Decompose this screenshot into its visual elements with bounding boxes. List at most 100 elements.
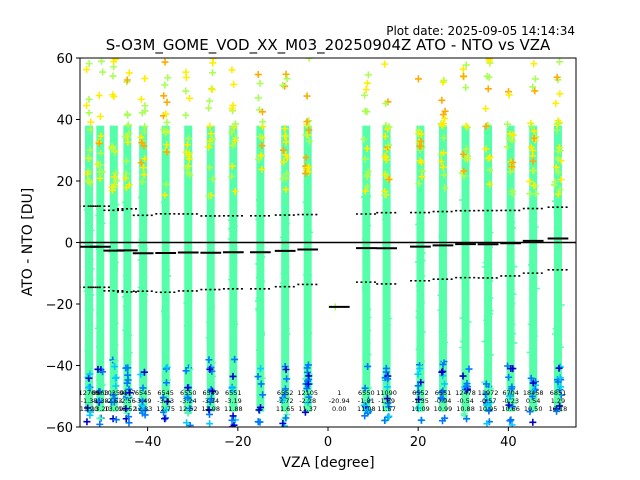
data-point xyxy=(556,374,564,382)
bin-annotation-text: -0.54 xyxy=(457,397,474,405)
data-point xyxy=(112,176,120,184)
data-point xyxy=(86,146,94,154)
data-point xyxy=(228,66,236,74)
data-point xyxy=(483,316,491,324)
data-point xyxy=(85,374,93,382)
data-point xyxy=(228,128,236,136)
bin-annotation-text: -1.89 xyxy=(378,397,395,405)
bin-annotation-text: 12478 xyxy=(455,389,476,397)
data-point xyxy=(110,267,118,275)
bin-annotation-text: 13.20 xyxy=(80,405,99,413)
data-point xyxy=(162,242,170,250)
data-point xyxy=(255,346,263,354)
data-point xyxy=(506,168,514,176)
data-point xyxy=(257,151,265,159)
data-point xyxy=(554,190,562,198)
data-point xyxy=(254,71,262,79)
data-point xyxy=(415,220,423,228)
data-point xyxy=(282,256,290,264)
data-point xyxy=(438,354,446,362)
data-point xyxy=(209,69,217,77)
data-point xyxy=(96,414,104,422)
data-point xyxy=(83,66,91,74)
data-point xyxy=(363,144,371,152)
data-point xyxy=(125,413,133,421)
bin-annotation-text: 11.88 xyxy=(224,405,243,413)
data-point xyxy=(361,107,369,115)
data-point xyxy=(161,307,169,315)
data-point xyxy=(418,173,426,181)
data-point xyxy=(126,389,134,397)
data-point xyxy=(282,403,290,411)
data-point xyxy=(415,313,423,321)
data-point xyxy=(365,406,373,414)
plot-date: Plot date: 2025-09-05 14:14:34 xyxy=(386,24,575,38)
data-point xyxy=(282,174,290,182)
data-point xyxy=(282,263,290,271)
data-point xyxy=(110,58,118,66)
bin-annotation-text: 11.08 xyxy=(357,405,376,413)
data-point xyxy=(231,137,239,145)
data-point xyxy=(486,351,494,359)
data-point xyxy=(364,306,372,314)
data-point xyxy=(382,215,390,223)
data-point xyxy=(441,114,449,122)
data-point xyxy=(554,147,562,155)
data-point xyxy=(509,131,517,139)
data-point xyxy=(302,154,310,162)
data-point xyxy=(182,367,190,375)
data-point xyxy=(125,349,133,357)
data-point xyxy=(383,383,391,391)
data-point xyxy=(122,272,130,280)
data-point xyxy=(485,248,493,256)
data-point xyxy=(363,173,371,181)
data-point xyxy=(122,364,130,372)
bin-annotation-text: 13.09 xyxy=(105,405,124,413)
bin-annotation-text: -2.72 xyxy=(277,397,294,405)
data-point xyxy=(526,190,534,198)
density-column xyxy=(184,125,193,412)
data-point xyxy=(205,143,213,151)
bin-annotation-text: 1 xyxy=(337,389,341,397)
bin-annotation-text: 11.57 xyxy=(377,405,396,413)
data-point xyxy=(162,313,170,321)
bin-annotation-text: 12.52 xyxy=(179,405,198,413)
data-point xyxy=(161,81,169,89)
data-point xyxy=(529,418,537,426)
data-point xyxy=(87,265,95,273)
data-point xyxy=(229,412,237,420)
bin-annotation-text: 10350 xyxy=(103,389,124,397)
data-point xyxy=(461,223,469,231)
data-point xyxy=(461,154,469,162)
bin-annotation-text: 6551 xyxy=(225,389,242,397)
data-point xyxy=(185,169,193,177)
data-point xyxy=(486,180,494,188)
data-point xyxy=(484,297,492,305)
data-point xyxy=(161,129,169,137)
data-point xyxy=(161,58,169,66)
data-point xyxy=(509,290,517,298)
data-point xyxy=(109,219,117,227)
data-point xyxy=(208,387,216,395)
data-point xyxy=(137,256,145,264)
data-point xyxy=(363,79,371,87)
data-point xyxy=(140,245,148,253)
data-point xyxy=(123,379,131,387)
data-point xyxy=(417,299,425,307)
data-point xyxy=(209,59,217,67)
data-point xyxy=(527,122,535,130)
data-point xyxy=(506,417,514,425)
data-point xyxy=(304,361,312,369)
data-point xyxy=(162,406,170,414)
data-point xyxy=(462,122,470,130)
data-point xyxy=(95,397,103,405)
data-point xyxy=(259,118,267,126)
data-point xyxy=(84,170,92,178)
data-point xyxy=(97,380,105,388)
data-point xyxy=(229,142,237,150)
bin-annotation-text: 12709 xyxy=(79,389,100,397)
data-point xyxy=(84,176,92,184)
data-point xyxy=(508,421,516,427)
bin-annotation-text: -2.56 xyxy=(119,397,136,405)
data-point xyxy=(381,132,389,140)
